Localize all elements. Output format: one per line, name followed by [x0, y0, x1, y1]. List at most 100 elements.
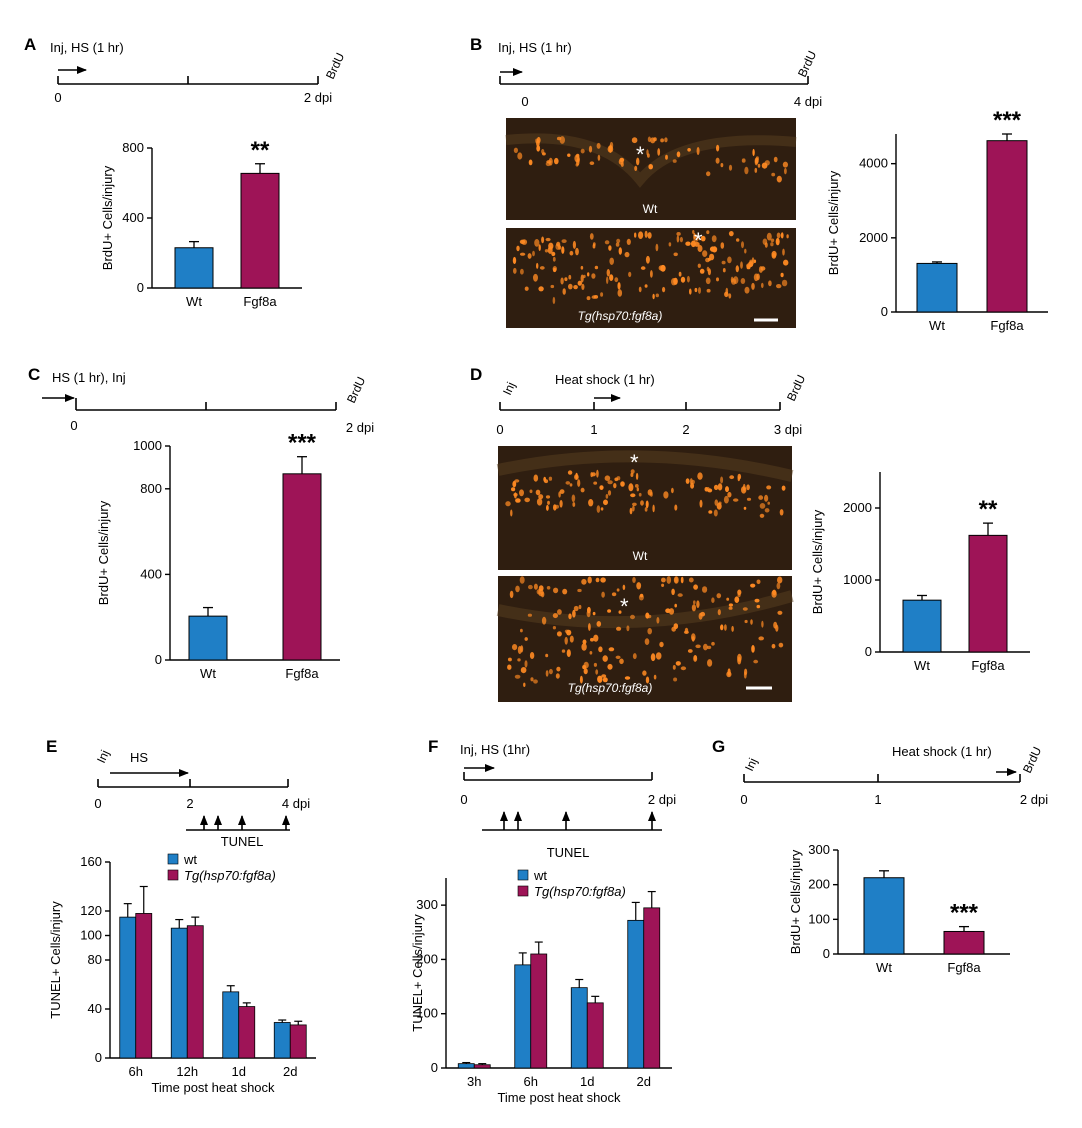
- cell-mark: [776, 582, 781, 590]
- cell-mark: [757, 163, 761, 168]
- cell-mark: [510, 509, 513, 517]
- cell-mark: [534, 239, 540, 247]
- cell-mark: [554, 157, 559, 165]
- chart-c-bar-wt: [188, 615, 228, 661]
- cell-mark: [693, 655, 698, 662]
- cell-mark: [618, 610, 622, 614]
- cell-mark: [715, 157, 720, 164]
- cell-mark: [596, 505, 601, 513]
- cell-mark: [721, 260, 726, 265]
- cell-mark: [524, 637, 528, 641]
- chart-e-ylabel: TUNEL+ Cells/injury: [48, 901, 63, 1019]
- cell-mark: [720, 476, 724, 484]
- cell-mark: [699, 268, 705, 274]
- cell-mark: [550, 284, 555, 289]
- cell-mark: [687, 649, 693, 653]
- cell-mark: [699, 499, 703, 508]
- cell-mark: [587, 272, 590, 277]
- chart-a-x-tick-label: Wt: [186, 294, 202, 309]
- cell-mark: [700, 611, 706, 617]
- cell-mark: [520, 667, 527, 674]
- cell-mark: [676, 151, 681, 158]
- cell-mark: [760, 266, 766, 271]
- cell-mark: [680, 276, 686, 283]
- chart-e-y-tick-label: 0: [95, 1050, 102, 1065]
- panel-g-tick-1: 1: [874, 792, 881, 807]
- chart-d-bar-wt: [902, 599, 942, 653]
- chart-f-bar: [473, 1064, 491, 1069]
- cell-mark: [744, 668, 748, 676]
- cell-mark: [660, 264, 666, 272]
- cell-mark: [620, 481, 625, 487]
- cell-mark: [582, 639, 587, 645]
- cell-mark: [564, 277, 568, 282]
- cell-mark: [740, 278, 746, 284]
- cell-mark: [593, 634, 599, 642]
- cell-mark: [735, 265, 739, 273]
- cell-mark: [560, 277, 564, 285]
- cell-mark: [713, 484, 719, 490]
- panel-e-tick-0: 0: [94, 796, 101, 811]
- cell-mark: [546, 504, 549, 511]
- cell-mark: [533, 583, 538, 590]
- cell-mark: [777, 576, 783, 584]
- cell-mark: [638, 286, 642, 293]
- panel-c-timeline-right-label: BrdU: [344, 375, 368, 406]
- cell-mark: [520, 268, 524, 275]
- cell-mark: [711, 597, 715, 603]
- chart-e-bar: [186, 925, 204, 1059]
- cell-mark: [678, 271, 682, 277]
- cell-mark: [781, 485, 786, 491]
- chart-b-y-tick-label: 4000: [859, 156, 888, 171]
- cell-mark: [538, 244, 541, 252]
- cell-mark: [591, 295, 597, 299]
- cell-mark: [671, 588, 675, 595]
- cell-mark: [583, 661, 589, 669]
- cell-mark: [617, 289, 623, 297]
- cell-mark: [588, 499, 594, 507]
- chart-e-x-tick-label: 12h: [176, 1064, 198, 1079]
- chart-d-significance: **: [979, 496, 998, 523]
- chart-a-bar-wt: [174, 247, 214, 289]
- chart-f-bar: [627, 919, 645, 1069]
- cell-mark: [756, 579, 761, 585]
- panel-f-tick-end: 2 dpi: [648, 792, 676, 807]
- cell-mark: [607, 609, 612, 613]
- cell-mark: [726, 597, 730, 601]
- cell-mark: [676, 232, 681, 236]
- cell-mark: [556, 666, 561, 672]
- cell-mark: [780, 232, 784, 239]
- cell-mark: [577, 588, 582, 593]
- cell-mark: [592, 244, 596, 249]
- cell-mark: [751, 645, 755, 653]
- cell-mark: [561, 246, 565, 254]
- cell-mark: [512, 480, 517, 488]
- cell-mark: [693, 600, 696, 605]
- chart-a-x-tick-label: Fgf8a: [243, 294, 277, 309]
- cell-mark: [744, 286, 750, 294]
- chart-c-significance: ***: [288, 430, 317, 457]
- chart-e-xlabel: Time post heat shock: [151, 1080, 275, 1095]
- cell-mark: [521, 239, 528, 245]
- cell-mark: [733, 276, 739, 284]
- cell-mark: [737, 592, 741, 598]
- chart-e: 0 40 80 100 120 160 TUNEL+ Cells/injury 6h 12h 1d…: [48, 852, 316, 1095]
- chart-b-bar-wt: [916, 262, 958, 313]
- chart-a-significance: **: [251, 137, 270, 164]
- cell-mark: [733, 498, 739, 502]
- cell-mark: [650, 270, 653, 278]
- cell-mark: [722, 268, 726, 273]
- chart-g-y-tick-label: 0: [823, 946, 830, 961]
- cell-mark: [689, 478, 693, 485]
- cell-mark: [762, 238, 768, 245]
- cell-mark: [515, 498, 521, 503]
- cell-mark: [668, 242, 672, 247]
- cell-mark: [673, 252, 678, 257]
- cell-mark: [616, 476, 621, 481]
- cell-mark: [628, 483, 634, 492]
- cell-mark: [778, 642, 784, 648]
- cell-mark: [626, 238, 631, 245]
- cell-mark: [580, 265, 584, 270]
- cell-mark: [702, 250, 708, 257]
- panel-b: B Inj, HS (1 hr) BrdU 0 4 dpi * Wt * Tg(…: [470, 35, 1048, 333]
